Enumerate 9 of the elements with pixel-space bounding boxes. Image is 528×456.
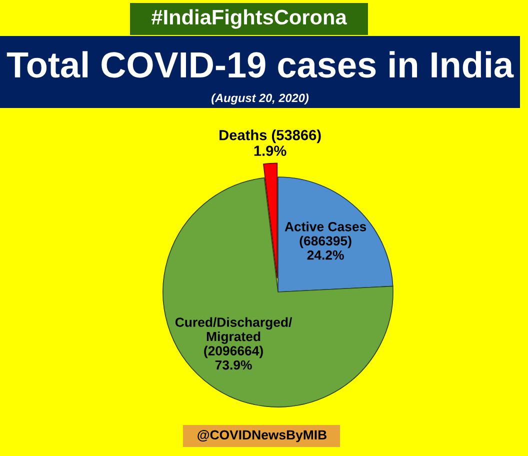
slice-label: Deaths (53866) 1.9% (220, 130, 321, 156)
chart-subtitle: (August 20, 2020) (212, 94, 309, 104)
data-label: (686395) 24.2% (300, 236, 352, 260)
slice-label: Cured/Discharged/ Migrated (175, 317, 292, 344)
text: @COVIDNewsByMIB (198, 430, 326, 442)
data-label: (2096664) 73.9% (204, 346, 263, 370)
text: #IndiaFightsCorona (152, 9, 347, 29)
slice-label: Active Cases (284, 222, 366, 232)
chart-title: Total COVID-19 cases in India (6, 51, 514, 78)
